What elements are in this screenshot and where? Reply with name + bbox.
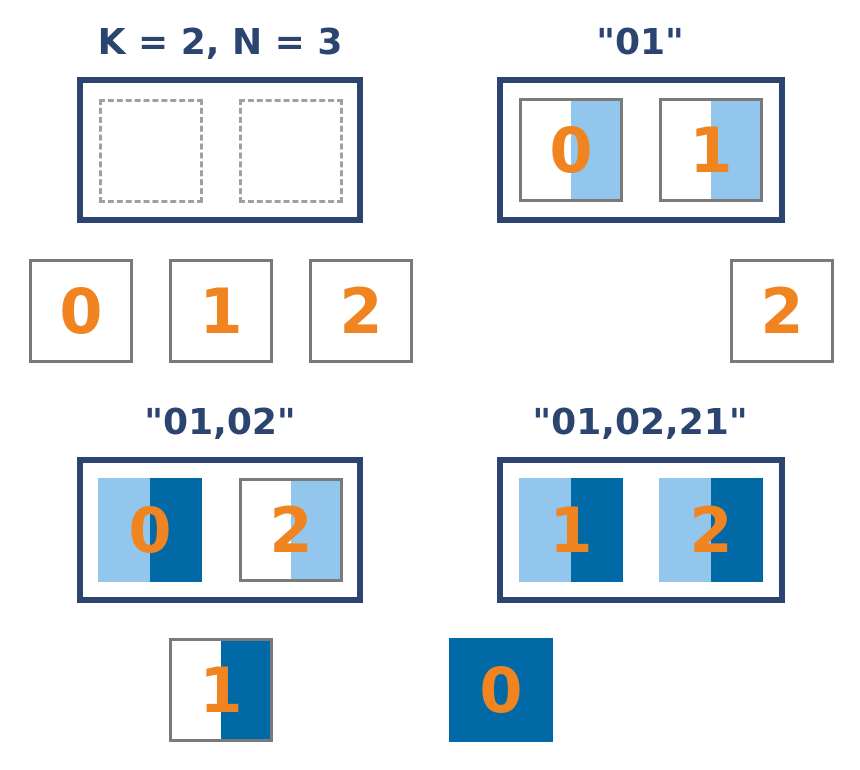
light-blue-half — [291, 481, 340, 579]
light-blue-half — [519, 478, 571, 582]
tile-number: 2 — [760, 274, 804, 348]
tile-2: 2 — [309, 259, 413, 363]
empty-slot — [239, 99, 343, 203]
tile-number: 1 — [689, 113, 733, 187]
tile-number: 1 — [549, 493, 593, 567]
panel-title: "01" — [596, 22, 684, 63]
tile-number: 2 — [689, 493, 733, 567]
tile-number: 2 — [339, 274, 383, 348]
tile-0: 0 — [449, 638, 553, 742]
tile-number: 0 — [549, 113, 593, 187]
dark-blue-half — [221, 641, 270, 739]
tile-1: 1 — [169, 638, 273, 742]
tile-2: 2 — [659, 478, 763, 582]
dark-blue-half — [571, 478, 623, 582]
tile-1: 1 — [659, 98, 763, 202]
panel-title: K = 2, N = 3 — [97, 22, 343, 63]
tile-0: 0 — [98, 478, 202, 582]
tile-1: 1 — [519, 478, 623, 582]
light-blue-half — [711, 101, 760, 199]
tile-0: 0 — [29, 259, 133, 363]
tile-number: 0 — [128, 493, 172, 567]
tile-2: 2 — [239, 478, 343, 582]
dark-blue-half — [711, 478, 763, 582]
panel-title: "01,02,21" — [532, 402, 748, 443]
tile-2: 2 — [730, 259, 834, 363]
tile-number: 0 — [59, 274, 103, 348]
tile-number: 1 — [199, 274, 243, 348]
dark-blue-half — [150, 478, 202, 582]
tile-number: 1 — [199, 653, 243, 727]
light-blue-half — [98, 478, 150, 582]
tile-1: 1 — [169, 259, 273, 363]
light-blue-half — [659, 478, 711, 582]
empty-slot — [99, 99, 203, 203]
light-blue-half — [571, 101, 620, 199]
tile-number: 0 — [479, 653, 523, 727]
panel-title: "01,02" — [144, 402, 296, 443]
tile-0: 0 — [519, 98, 623, 202]
tile-number: 2 — [269, 493, 313, 567]
